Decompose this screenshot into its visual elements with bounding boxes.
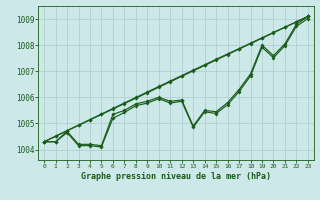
X-axis label: Graphe pression niveau de la mer (hPa): Graphe pression niveau de la mer (hPa) xyxy=(81,172,271,181)
